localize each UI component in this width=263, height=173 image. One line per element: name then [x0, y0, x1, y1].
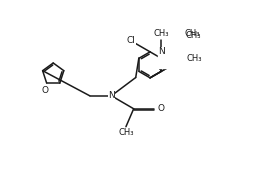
Text: N: N — [158, 47, 165, 57]
Text: CH₃: CH₃ — [185, 31, 201, 40]
Text: Cl: Cl — [126, 36, 135, 45]
Polygon shape — [181, 32, 205, 60]
Text: N: N — [108, 91, 115, 100]
Text: CH₃: CH₃ — [118, 128, 134, 137]
Text: CH₃: CH₃ — [184, 29, 200, 38]
Text: CH₃: CH₃ — [186, 54, 201, 63]
Text: CH₃: CH₃ — [154, 29, 169, 38]
Text: O: O — [42, 86, 49, 95]
Polygon shape — [158, 49, 188, 68]
Text: O: O — [158, 104, 164, 113]
